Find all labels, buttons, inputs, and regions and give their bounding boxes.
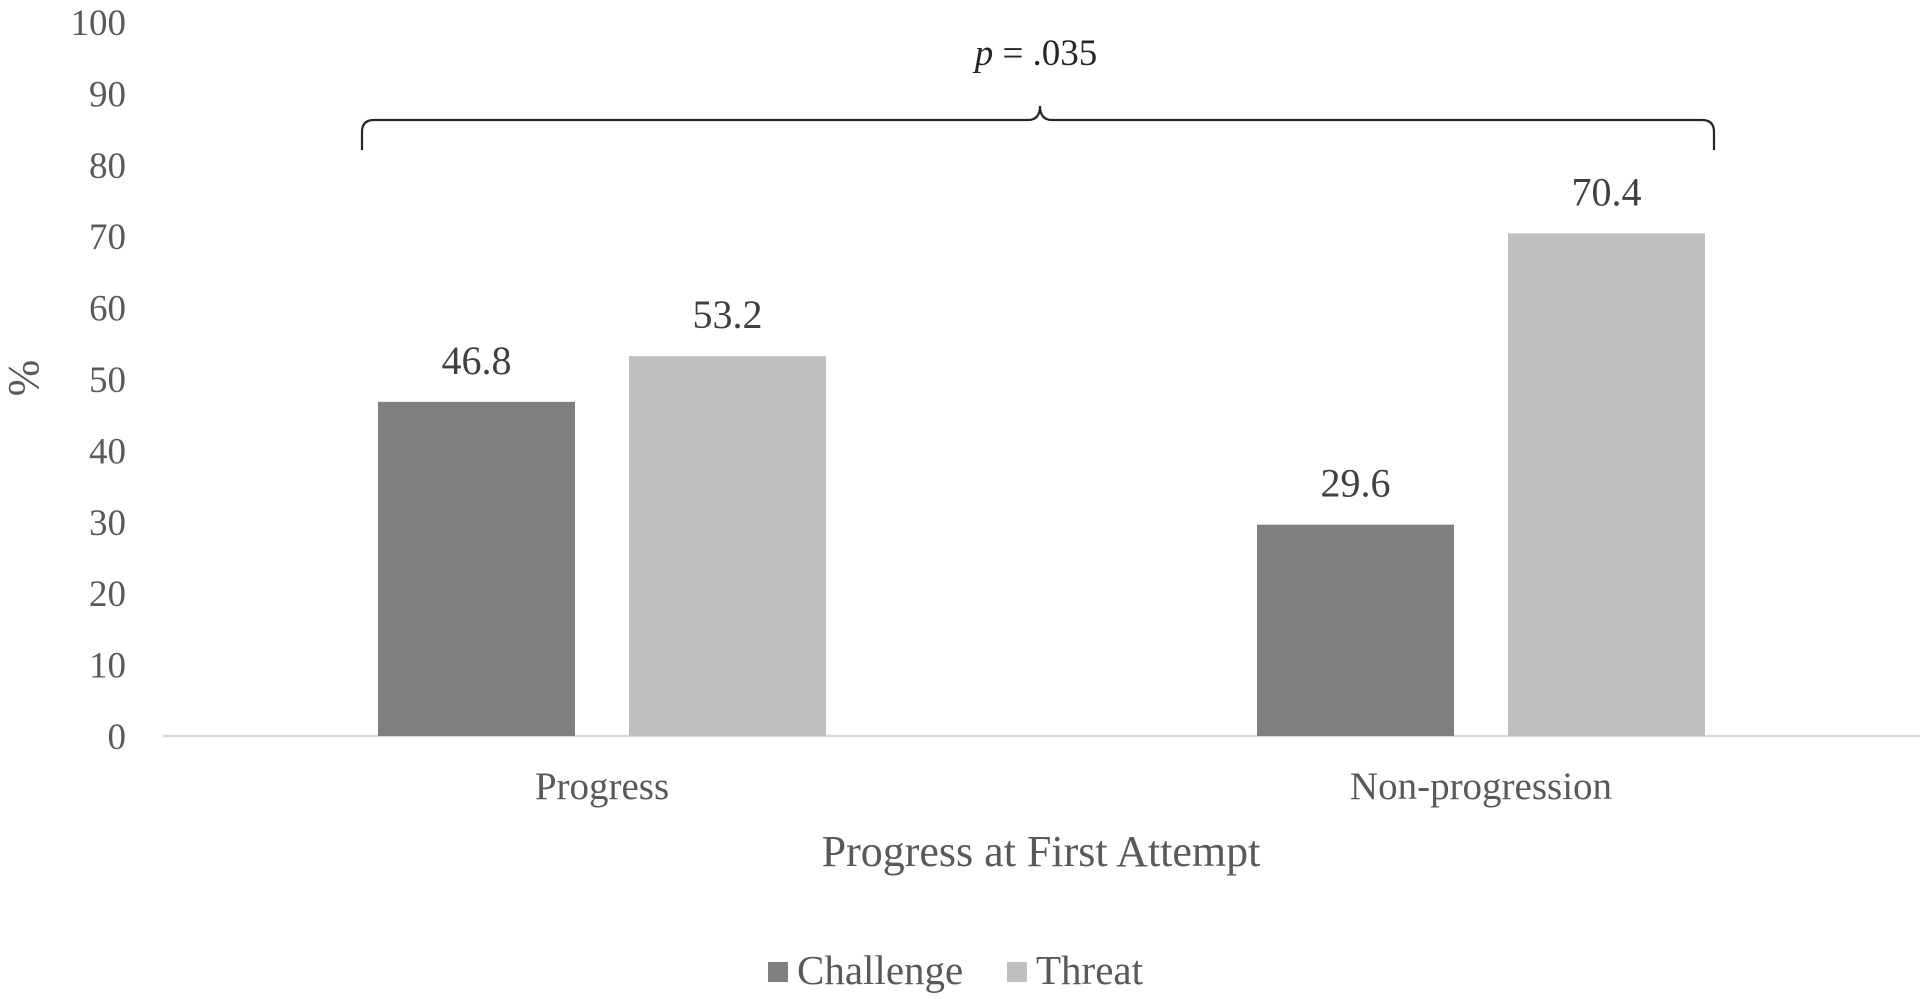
y-tick-label: 90 (89, 74, 126, 115)
data-label: 53.2 (693, 292, 763, 337)
legend-swatch-threat (1007, 962, 1027, 982)
significance-bracket (360, 105, 1716, 150)
data-label: 46.8 (442, 338, 512, 383)
y-tick-label: 10 (89, 646, 126, 687)
data-label: 29.6 (1321, 461, 1391, 506)
y-tick-label: 0 (108, 717, 127, 758)
y-tick-label: 40 (89, 431, 126, 472)
category-labels: Progress Non-progression (535, 765, 1612, 808)
legend-label-challenge: Challenge (797, 947, 963, 993)
data-label: 70.4 (1572, 169, 1642, 214)
legend-swatch-challenge (768, 962, 788, 982)
bar-non-progression-challenge (1257, 524, 1454, 736)
bar-non-progression-threat (1508, 233, 1705, 736)
p-value-annotation: p = .035 (972, 33, 1098, 74)
y-axis-ticks: 0 10 20 30 40 50 60 70 80 90 100 (71, 3, 127, 758)
y-tick-label: 70 (89, 217, 126, 258)
y-tick-label: 30 (89, 503, 126, 544)
x-tick-label: Non-progression (1350, 765, 1612, 808)
y-tick-label: 50 (89, 360, 126, 401)
y-tick-label: 80 (89, 146, 126, 187)
bars (378, 233, 1705, 736)
y-tick-label: 20 (89, 574, 126, 615)
data-labels: 46.8 53.2 29.6 70.4 (442, 169, 1642, 505)
bar-progress-challenge (378, 401, 575, 736)
legend: Challenge Threat (768, 947, 1144, 993)
bar-progress-threat (629, 356, 826, 736)
y-tick-label: 60 (89, 289, 126, 330)
y-tick-label: 100 (71, 3, 127, 44)
x-tick-label: Progress (535, 765, 669, 808)
x-axis-title: Progress at First Attempt (822, 827, 1261, 876)
legend-label-threat: Threat (1036, 947, 1144, 993)
y-axis-title: % (0, 360, 48, 397)
